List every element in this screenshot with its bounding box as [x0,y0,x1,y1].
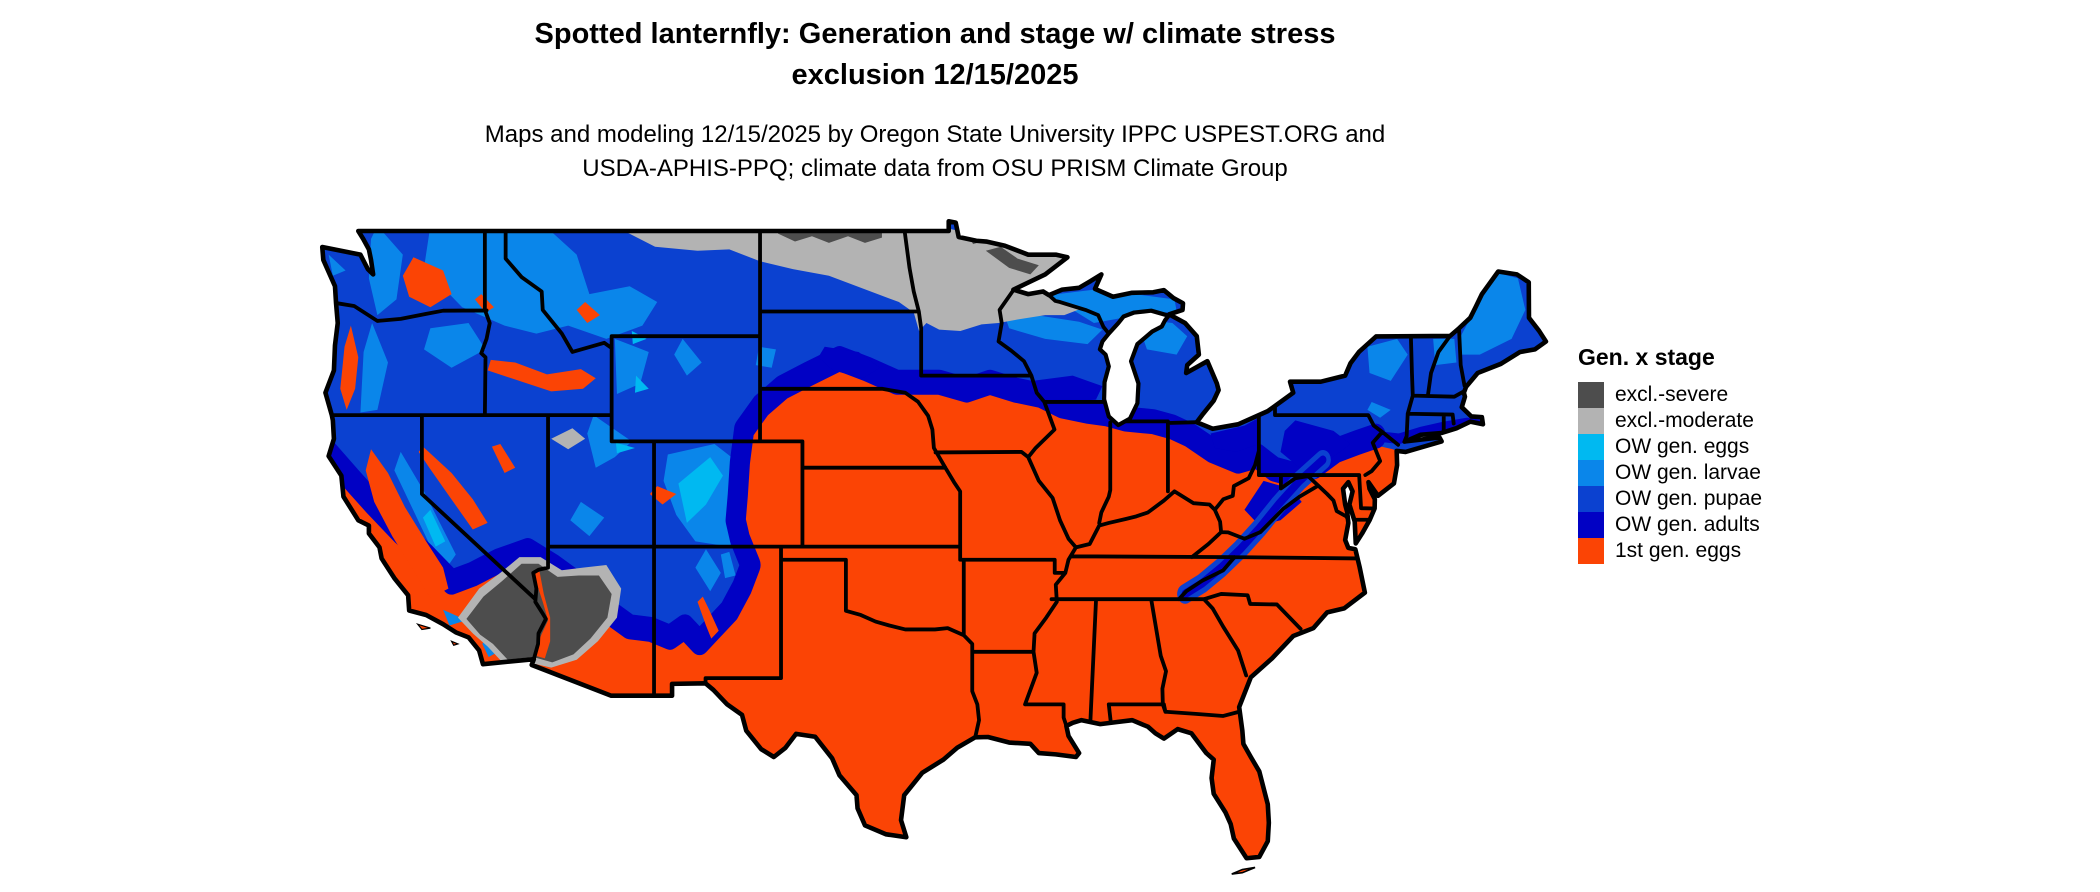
legend-label-ow-eggs: OW gen. eggs [1615,435,1750,458]
legend-label-ow-adults: OW gen. adults [1615,513,1760,536]
map-title: Spotted lanternfly: Generation and stage… [235,14,1635,96]
legend-row-excl-moderate: excl.-moderate [1578,408,1762,434]
legend-label-excl-moderate: excl.-moderate [1615,409,1754,432]
map-title-line1: Spotted lanternfly: Generation and stage… [534,18,1336,50]
legend-swatch-1st-gen-eggs [1578,538,1604,564]
region-first-gen-eggs-valleys [340,257,719,659]
legend-row-ow-larvae: OW gen. larvae [1578,460,1762,486]
legend-row-1st-gen-eggs: 1st gen. eggs [1578,538,1762,564]
map-subtitle-line1: Maps and modeling 12/15/2025 by Oregon S… [484,121,1386,148]
legend-row-ow-eggs: OW gen. eggs [1578,434,1762,460]
legend-label-1st-gen-eggs: 1st gen. eggs [1615,539,1742,562]
legend-label-ow-larvae: OW gen. larvae [1615,461,1761,484]
region-ow-larvae-patches [328,225,1526,658]
map-subtitle-line2: USDA-APHIS-PPQ; climate data from OSU PR… [582,155,1288,182]
legend-swatch-ow-adults [1578,512,1604,538]
region-excl-severe [466,230,1039,663]
channel-islands [418,624,458,645]
legend-swatch-ow-larvae [1578,460,1604,486]
legend-swatch-excl-moderate [1578,408,1604,434]
legend-label-excl-severe: excl.-severe [1615,383,1729,406]
us-coastline-outline [322,221,1546,858]
florida-keys [1232,867,1255,874]
legend-row-excl-severe: excl.-severe [1578,382,1762,408]
region-excl-moderate-north [570,221,1082,331]
legend: Gen. x stage excl.-severe excl.-moderate… [1578,344,1762,564]
lake-michigan [1100,311,1169,425]
legend-title: Gen. x stage [1578,344,1715,370]
state-borders [332,231,1465,737]
map-title-line2: exclusion 12/15/2025 [791,59,1079,91]
legend-row-ow-pupae: OW gen. pupae [1578,486,1762,512]
region-ow-adults-blobs [818,346,1351,526]
legend-swatch-excl-severe [1578,382,1604,408]
legend-swatch-ow-pupae [1578,486,1604,512]
legend-label-ow-pupae: OW gen. pupae [1615,487,1763,510]
map-subtitle: Maps and modeling 12/15/2025 by Oregon S… [235,118,1635,186]
legend-swatch-ow-eggs [1578,434,1604,460]
legend-row-ow-adults: OW gen. adults [1578,512,1762,538]
